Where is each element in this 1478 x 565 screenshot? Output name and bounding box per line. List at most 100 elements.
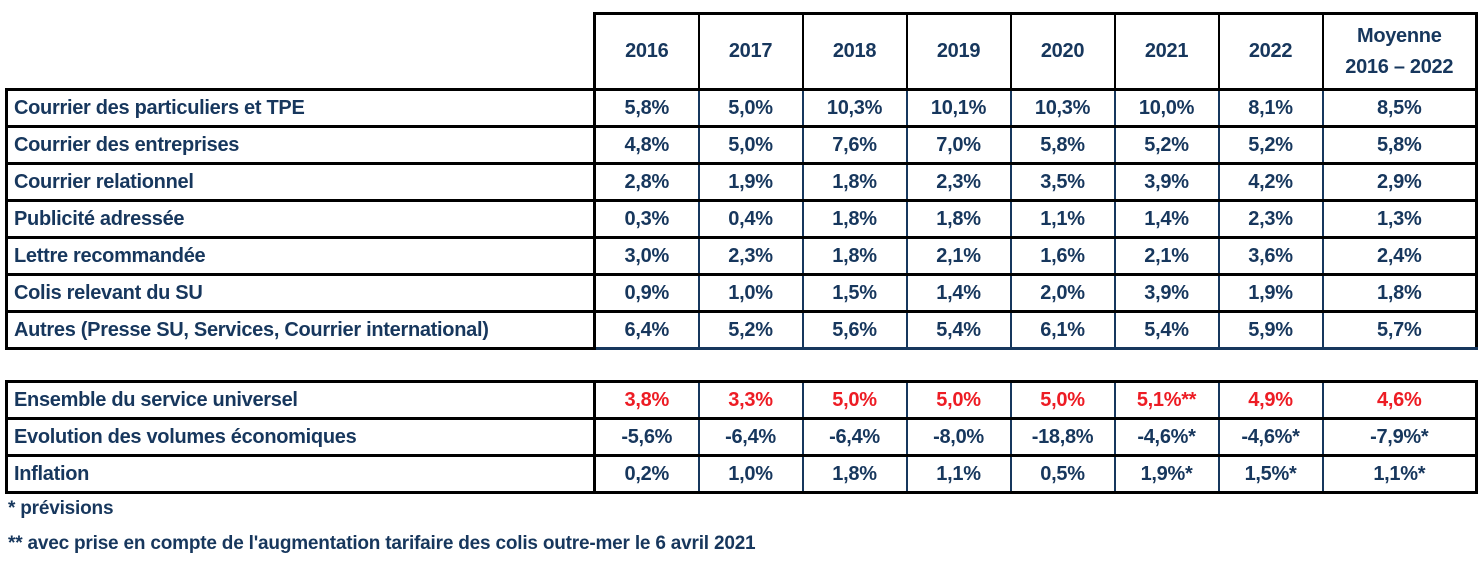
- row-label: Courrier des particuliers et TPE: [5, 88, 596, 128]
- table-row: Inflation 0,2% 1,0% 1,8% 1,1% 0,5% 1,9%* 1,5%* 1…: [5, 454, 1478, 494]
- summary-table: Ensemble du service universel 3,8% 3,3% 5,0…: [5, 380, 1478, 494]
- value-cell: 3,9%: [1113, 273, 1220, 313]
- value-cell: 0,5%: [1009, 454, 1116, 494]
- value-cell: 5,9%: [1217, 310, 1324, 350]
- value-cell: 5,0%: [697, 88, 804, 128]
- value-cell: 4,9%: [1217, 380, 1324, 420]
- value-cell: 2,3%: [697, 236, 804, 276]
- year-header-row: 2016 2017 2018 2019 2020 2021 2022 Moyenne 2016 …: [6, 12, 1478, 91]
- value-cell: 5,0%: [697, 125, 804, 165]
- row-label: Courrier des entreprises: [5, 125, 596, 165]
- value-cell: 1,4%: [1113, 199, 1220, 239]
- value-cell: 5,4%: [1113, 310, 1220, 350]
- footnote-colis-outre-mer: ** avec prise en compte de l'augmentatio…: [8, 533, 756, 554]
- row-label: Colis relevant du SU: [5, 273, 596, 313]
- value-cell: 5,2%: [1113, 125, 1220, 165]
- value-cell: 3,0%: [593, 236, 700, 276]
- value-cell: -8,0%: [905, 417, 1012, 457]
- table-row: Autres (Presse SU, Services, Courrier in…: [5, 310, 1478, 350]
- value-cell: 6,4%: [593, 310, 700, 350]
- row-label: Publicité adressée: [5, 199, 596, 239]
- value-cell: 5,0%: [1009, 380, 1116, 420]
- value-cell: 6,1%: [1009, 310, 1116, 350]
- value-cell: 1,4%: [905, 273, 1012, 313]
- table-row: Ensemble du service universel 3,8% 3,3% 5,0…: [5, 380, 1478, 420]
- value-cell: 5,2%: [697, 310, 804, 350]
- average-header-line2: 2016 – 2022: [1345, 55, 1454, 78]
- value-cell: 8,5%: [1321, 88, 1478, 128]
- value-cell: 2,1%: [905, 236, 1012, 276]
- value-cell: 5,8%: [1009, 125, 1116, 165]
- table-row: Publicité adressée 0,3% 0,4% 1,8% 1,8% 1,1% 1,…: [5, 199, 1478, 239]
- value-cell: 0,3%: [593, 199, 700, 239]
- summary-table-body: Ensemble du service universel 3,8% 3,3% 5,0…: [5, 380, 1478, 494]
- value-cell: 4,8%: [593, 125, 700, 165]
- value-cell: -4,6%*: [1113, 417, 1220, 457]
- table-row: Evolution des volumes économiques -5,6% -6…: [5, 417, 1478, 457]
- column-header-year: 2016: [593, 12, 700, 91]
- column-header-year: 2019: [905, 12, 1012, 91]
- value-cell: 1,0%: [697, 273, 804, 313]
- value-cell: 2,4%: [1321, 236, 1478, 276]
- value-cell: 1,9%*: [1113, 454, 1220, 494]
- value-cell: 1,8%: [801, 236, 908, 276]
- value-cell: 1,1%*: [1321, 454, 1478, 494]
- table-row: Courrier des entreprises 4,8% 5,0% 7,6% 7,0%…: [5, 125, 1478, 165]
- value-cell: 1,9%: [697, 162, 804, 202]
- value-cell: 5,0%: [905, 380, 1012, 420]
- column-header-year: 2020: [1009, 12, 1116, 91]
- row-label: Autres (Presse SU, Services, Courrier in…: [5, 310, 596, 350]
- row-label: Evolution des volumes économiques: [5, 417, 596, 457]
- value-cell: 10,3%: [1009, 88, 1116, 128]
- value-cell: 0,2%: [593, 454, 700, 494]
- value-cell: 5,4%: [905, 310, 1012, 350]
- column-header-year: 2017: [697, 12, 804, 91]
- value-cell: 8,1%: [1217, 88, 1324, 128]
- column-header-year: 2018: [801, 12, 908, 91]
- value-cell: 1,8%: [801, 199, 908, 239]
- value-cell: 2,3%: [905, 162, 1012, 202]
- value-cell: -18,8%: [1009, 417, 1116, 457]
- value-cell: 10,3%: [801, 88, 908, 128]
- tariff-increase-table-body: 2016 2017 2018 2019 2020 2021 2022 Moyenne 2016 …: [5, 12, 1478, 350]
- value-cell: 2,1%: [1113, 236, 1220, 276]
- table-row: Colis relevant du SU 0,9% 1,0% 1,5% 1,4% 2,0%…: [5, 273, 1478, 313]
- value-cell: 3,6%: [1217, 236, 1324, 276]
- value-cell: 7,0%: [905, 125, 1012, 165]
- value-cell: 1,8%: [905, 199, 1012, 239]
- value-cell: -6,4%: [801, 417, 908, 457]
- value-cell: -6,4%: [697, 417, 804, 457]
- value-cell: 5,6%: [801, 310, 908, 350]
- value-cell: 1,8%: [1321, 273, 1478, 313]
- tariff-increase-table: 2016 2017 2018 2019 2020 2021 2022 Moyenne 2016 …: [5, 12, 1478, 350]
- value-cell: 7,6%: [801, 125, 908, 165]
- value-cell: 3,9%: [1113, 162, 1220, 202]
- value-cell: 5,0%: [801, 380, 908, 420]
- value-cell: 1,8%: [801, 162, 908, 202]
- value-cell: -4,6%*: [1217, 417, 1324, 457]
- row-label: Lettre recommandée: [5, 236, 596, 276]
- value-cell: 4,6%: [1321, 380, 1478, 420]
- row-label: Ensemble du service universel: [5, 380, 596, 420]
- row-label: Courrier relationnel: [5, 162, 596, 202]
- value-cell: 3,8%: [593, 380, 700, 420]
- value-cell: 5,8%: [593, 88, 700, 128]
- row-label: Inflation: [5, 454, 596, 494]
- value-cell: 0,4%: [697, 199, 804, 239]
- value-cell: 5,1%**: [1113, 380, 1220, 420]
- value-cell: 3,3%: [697, 380, 804, 420]
- value-cell: 3,5%: [1009, 162, 1116, 202]
- value-cell: 1,1%: [905, 454, 1012, 494]
- value-cell: 5,2%: [1217, 125, 1324, 165]
- footnote-previsions: * prévisions: [8, 498, 114, 519]
- corner-blank-cell: [6, 13, 595, 90]
- value-cell: 10,1%: [905, 88, 1012, 128]
- value-cell: 5,8%: [1321, 125, 1478, 165]
- value-cell: 1,0%: [697, 454, 804, 494]
- value-cell: 4,2%: [1217, 162, 1324, 202]
- value-cell: 1,1%: [1009, 199, 1116, 239]
- value-cell: 2,0%: [1009, 273, 1116, 313]
- table-row: Lettre recommandée 3,0% 2,3% 1,8% 2,1% 1,6% 2,…: [5, 236, 1478, 276]
- value-cell: 1,5%: [801, 273, 908, 313]
